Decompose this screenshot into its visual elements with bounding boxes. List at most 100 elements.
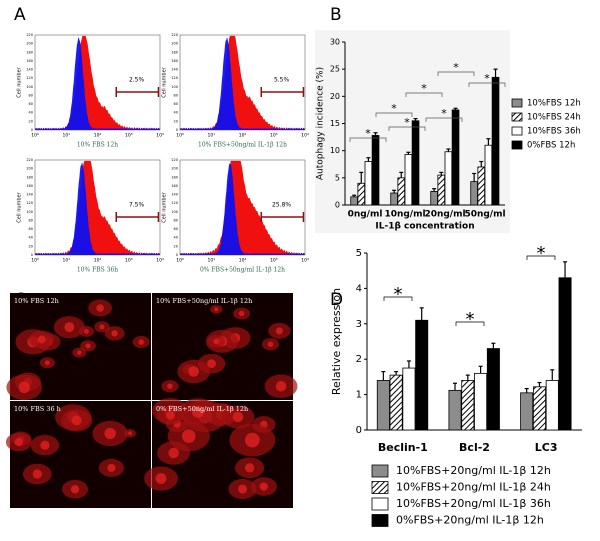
y-tick-label: 40 xyxy=(29,236,33,240)
x-tick-label: 10¹ xyxy=(62,133,70,139)
y-tick-label: 180 xyxy=(26,50,33,54)
bar xyxy=(390,192,398,206)
y-tick-label: 160 xyxy=(26,59,33,63)
image-caption: 10% FBS 36 h xyxy=(14,405,61,413)
y-tick-label: 180 xyxy=(171,50,178,54)
cell-nucleus xyxy=(85,343,91,349)
cell-nucleus xyxy=(37,335,46,344)
y-tick-label: 220 xyxy=(171,33,178,37)
plot-caption: 10% FBS 36h xyxy=(77,267,118,274)
y-axis-label: Relative expression xyxy=(330,288,343,395)
histogram xyxy=(35,160,160,255)
y-tick-label: 5 xyxy=(356,248,362,259)
significance-bracket xyxy=(405,92,443,97)
significance-bracket xyxy=(388,126,426,131)
x-tick-label: 0ng/ml xyxy=(348,210,383,220)
y-tick-label: 160 xyxy=(171,59,178,63)
cell-nucleus xyxy=(259,482,269,491)
x-tick-label: 10⁰ xyxy=(31,258,39,264)
y-tick-label: 25 xyxy=(330,65,340,74)
cell-nucleus xyxy=(83,328,89,334)
cell-nucleus xyxy=(275,380,287,392)
gate-percent: 25.8% xyxy=(272,202,291,209)
y-tick-label: 3 xyxy=(356,319,362,330)
y-tick-label: 80 xyxy=(29,93,33,97)
legend-swatch xyxy=(511,98,523,108)
significance-bracket xyxy=(468,82,506,87)
bar xyxy=(415,319,429,431)
y-tick-label: 140 xyxy=(171,68,178,72)
cell-nucleus xyxy=(214,307,219,312)
y-tick-label: 15 xyxy=(330,119,340,128)
legend-swatch xyxy=(371,464,389,478)
bar xyxy=(402,367,416,431)
y-axis-label: Cell number xyxy=(17,66,23,97)
y-tick-label: 0 xyxy=(31,128,33,132)
histogram xyxy=(180,35,305,130)
bar xyxy=(364,161,373,206)
x-tick-label: 10² xyxy=(94,258,102,264)
y-tick-label: 30 xyxy=(330,38,340,47)
annotation: * xyxy=(394,284,403,305)
cell-nucleus xyxy=(96,304,104,312)
bar xyxy=(437,174,446,206)
y-tick-label: 4 xyxy=(356,283,362,294)
y-tick-label: 220 xyxy=(26,33,33,37)
significance-bracket xyxy=(349,137,387,142)
bar xyxy=(484,144,493,206)
cell-nucleus xyxy=(168,447,179,459)
cell-nucleus xyxy=(166,410,175,420)
y-tick-label: 20 xyxy=(174,244,178,248)
cell-nucleus xyxy=(238,484,248,494)
y-tick-label: 0 xyxy=(335,201,340,210)
x-tick-label: 20ng/ml xyxy=(424,210,465,220)
cell-nucleus xyxy=(99,324,105,330)
cell-nucleus xyxy=(244,432,260,448)
gate-percent: 7.5% xyxy=(129,202,145,209)
annotation: * xyxy=(421,82,427,95)
y-tick-label: 0 xyxy=(176,253,178,257)
bar xyxy=(397,177,406,206)
y-tick-label: 120 xyxy=(171,76,178,80)
cell-nucleus xyxy=(14,437,24,447)
cell-nucleus xyxy=(18,381,30,394)
cell-nucleus xyxy=(32,469,42,479)
bar xyxy=(430,191,438,206)
cell-nucleus xyxy=(275,327,283,335)
cell-nucleus xyxy=(267,341,274,348)
annotation: * xyxy=(404,116,410,129)
x-tick-label: 10⁰ xyxy=(176,133,184,139)
y-tick-label: 80 xyxy=(29,218,33,222)
y-tick-label: 80 xyxy=(174,218,178,222)
bar xyxy=(411,120,420,206)
x-tick-label: 10⁰ xyxy=(31,133,39,139)
cell-nucleus xyxy=(107,463,116,472)
y-tick-label: 0 xyxy=(356,425,362,436)
y-tick-label: 100 xyxy=(26,210,33,214)
y-tick-label: 120 xyxy=(26,201,33,205)
legend-label: 10%FBS 24h xyxy=(527,113,581,123)
x-tick-label: 10⁴ xyxy=(301,258,309,264)
x-tick-label: 10² xyxy=(239,133,247,139)
x-tick-label: 10³ xyxy=(125,258,133,264)
cell-nucleus xyxy=(238,310,245,317)
y-tick-label: 40 xyxy=(29,111,33,115)
x-tick-label: 50ng/ml xyxy=(464,210,505,220)
annotation: * xyxy=(365,127,371,140)
annotation: * xyxy=(484,72,490,85)
annotation: * xyxy=(466,309,475,330)
y-tick-label: 5 xyxy=(335,173,340,182)
y-axis-label: Cell number xyxy=(162,66,168,97)
y-tick-label: 220 xyxy=(26,158,33,162)
bar xyxy=(444,151,453,206)
bar xyxy=(474,372,488,431)
y-tick-label: 200 xyxy=(26,167,33,171)
x-tick-label: 10⁴ xyxy=(156,258,164,264)
y-tick-label: 100 xyxy=(171,85,178,89)
y-tick-label: 20 xyxy=(29,119,33,123)
annotation: * xyxy=(453,61,459,74)
cell-nucleus xyxy=(64,322,75,333)
y-tick-label: 10 xyxy=(330,146,340,155)
image-caption: 10% FBS+50ng/ml IL-1β 12h xyxy=(156,297,252,305)
